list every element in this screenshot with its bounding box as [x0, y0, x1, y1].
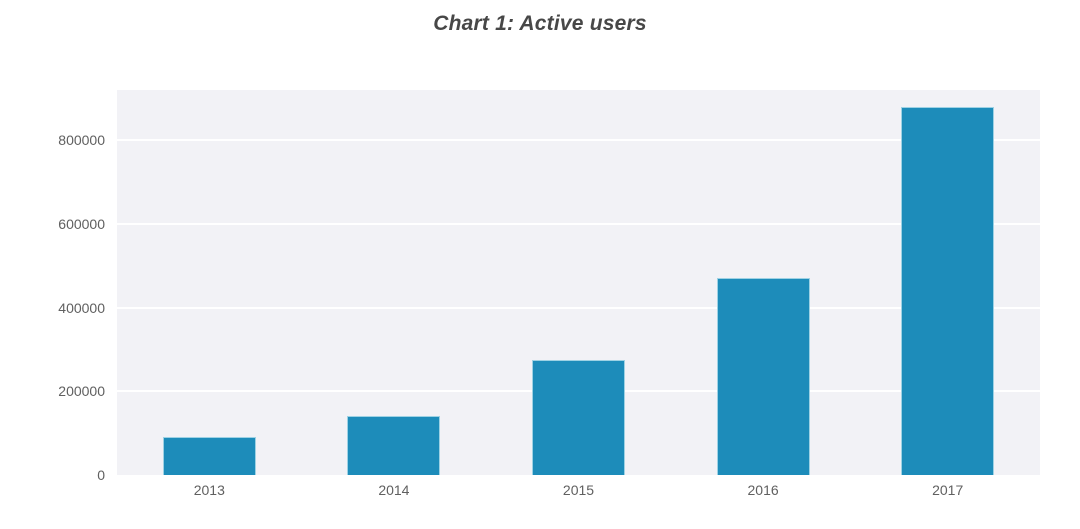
gridline: [117, 139, 1040, 142]
gridline: [117, 222, 1040, 225]
x-tick-label: 2015: [562, 482, 595, 498]
x-tick-label: 2013: [193, 482, 225, 498]
y-tick-label: 0: [97, 467, 105, 483]
y-tick-label: 400000: [58, 299, 105, 316]
y-tick-label: 800000: [58, 132, 105, 149]
x-tick-label: 2016: [747, 482, 779, 498]
y-tick-label: 200000: [58, 383, 105, 400]
bar-2014: [347, 416, 441, 475]
gridline: [117, 306, 1040, 309]
bar-2013: [162, 437, 256, 475]
plot-area: [117, 90, 1040, 475]
bar-2016: [716, 278, 810, 475]
x-tick-label: 2017: [932, 482, 964, 498]
bar-2015: [532, 359, 625, 475]
chart-title: Chart 1: Active users: [433, 12, 647, 35]
x-tick-label: 2014: [378, 482, 410, 498]
bar-2017: [901, 106, 995, 475]
y-tick-label: 600000: [58, 215, 105, 232]
